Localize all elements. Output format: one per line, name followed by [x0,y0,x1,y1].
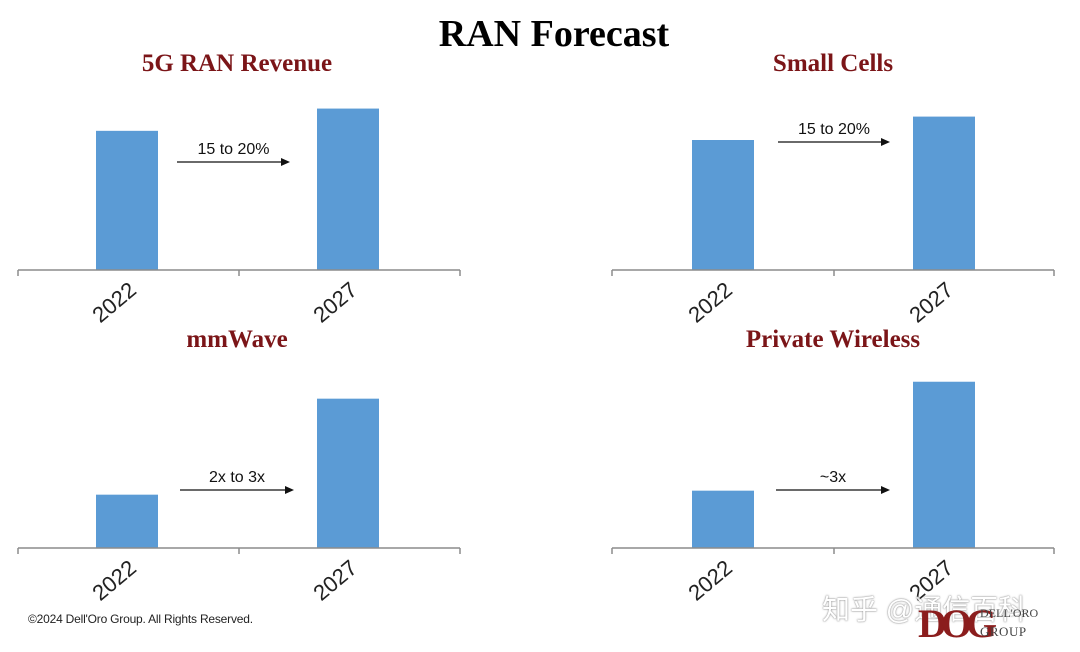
main-title: RAN Forecast [438,13,670,55]
bar-chart: 2022 2027 15 to 20% [611,116,1055,328]
growth-annotation: 2x to 3x [209,469,265,486]
growth-arrow-head [881,138,890,146]
watermark: 知乎 @通信百科 [822,594,1027,625]
bar-2027 [317,398,379,548]
bar-chart: 2022 2027 2x to 3x [17,398,461,606]
growth-arrow-head [285,486,294,494]
growth-arrow-head [281,158,290,166]
x-tick-label: 2022 [87,555,141,606]
bar-2027 [913,116,975,270]
chart-title: 5G RAN Revenue [141,50,333,77]
logo-sub: GROUP [980,624,1027,639]
chart-title: mmWave [186,326,288,353]
chart-panel-small-cells: Small Cells 2022 2027 15 to 20% [610,48,1056,338]
bar-2022 [96,130,158,270]
chart-title: Small Cells [772,50,894,77]
x-tick-label: 2027 [308,277,362,328]
bar-2027 [317,108,379,270]
growth-annotation: 15 to 20% [798,121,870,138]
bar-2027 [913,381,975,548]
x-tick-label: 2027 [308,555,362,606]
growth-arrow-head [881,486,890,494]
growth-annotation: 15 to 20% [197,141,269,158]
chart-panel-5g-ran-revenue: 5G RAN Revenue 2022 2027 15 to 20% [14,48,461,338]
x-tick-label: 2027 [904,277,958,328]
growth-annotation: ~3x [820,469,846,486]
bar-2022 [96,494,158,548]
bar-2022 [692,490,754,548]
chart-panel-mmwave: mmWave 2022 2027 2x to 3x [14,326,461,616]
x-tick-label: 2022 [87,277,141,328]
company-logo: DOG DELL'ORO GROUP [918,604,1068,646]
chart-panel-private-wireless: Private Wireless 2022 2027 ~3x [610,326,1056,616]
x-tick-label: 2022 [683,277,737,328]
logo-mark: DOG [918,601,997,646]
chart-title: Private Wireless [745,326,921,353]
bar-chart: 2022 2027 15 to 20% [17,108,461,328]
x-tick-label: 2022 [683,555,737,606]
logo-name: DELL'ORO [980,606,1039,620]
bar-2022 [692,140,754,270]
copyright-footer: ©2024 Dell'Oro Group. All Rights Reserve… [28,612,253,626]
bar-chart: 2022 2027~3x [611,381,1055,606]
